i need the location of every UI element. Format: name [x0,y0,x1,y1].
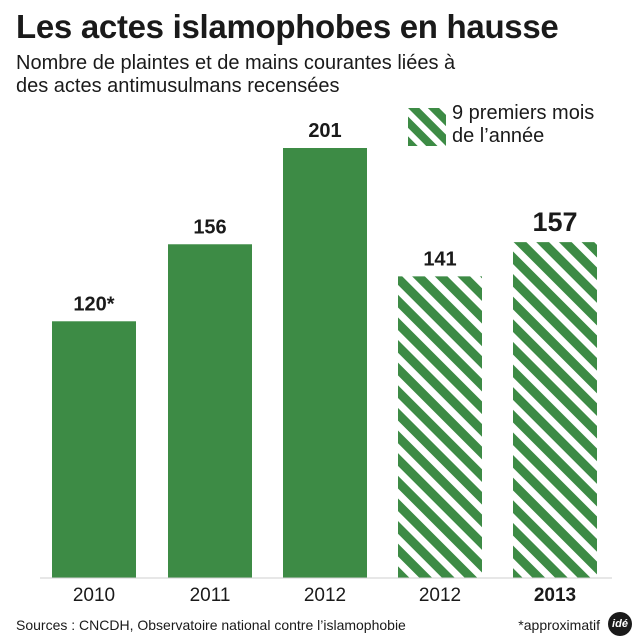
legend-hatch-swatch [408,108,446,146]
bar-value-label: 141 [423,248,456,270]
x-tick-label: 2011 [190,585,231,606]
bar-2013-hatched [513,242,597,579]
chart-title: Les actes islamophobes en hausse [16,8,559,45]
bar-2010 [52,321,136,578]
bar-value-label: 201 [308,120,341,142]
x-tick-label: 2010 [73,585,115,606]
x-tick-label: 2013 [534,585,576,606]
bar-value-label: 157 [532,207,577,237]
bar-value-label: 156 [193,216,226,238]
legend-label: 9 premiers mois de l’année [452,102,595,147]
footnote: *approximatif [518,617,600,633]
source-note: Sources : CNCDH, Observatoire national c… [16,617,406,633]
x-tick-label: 2012 [419,585,461,606]
legend: 9 premiers mois de l’année [408,102,628,148]
bar-2011 [168,244,252,578]
bar-2012 [283,148,367,578]
chart-subtitle: Nombre de plaintes et de mains courantes… [16,52,456,97]
bar-2012-hatched [398,276,482,578]
publisher-logo: idé [608,612,632,636]
x-tick-label: 2012 [304,585,346,606]
bar-value-label: 120* [73,293,114,315]
